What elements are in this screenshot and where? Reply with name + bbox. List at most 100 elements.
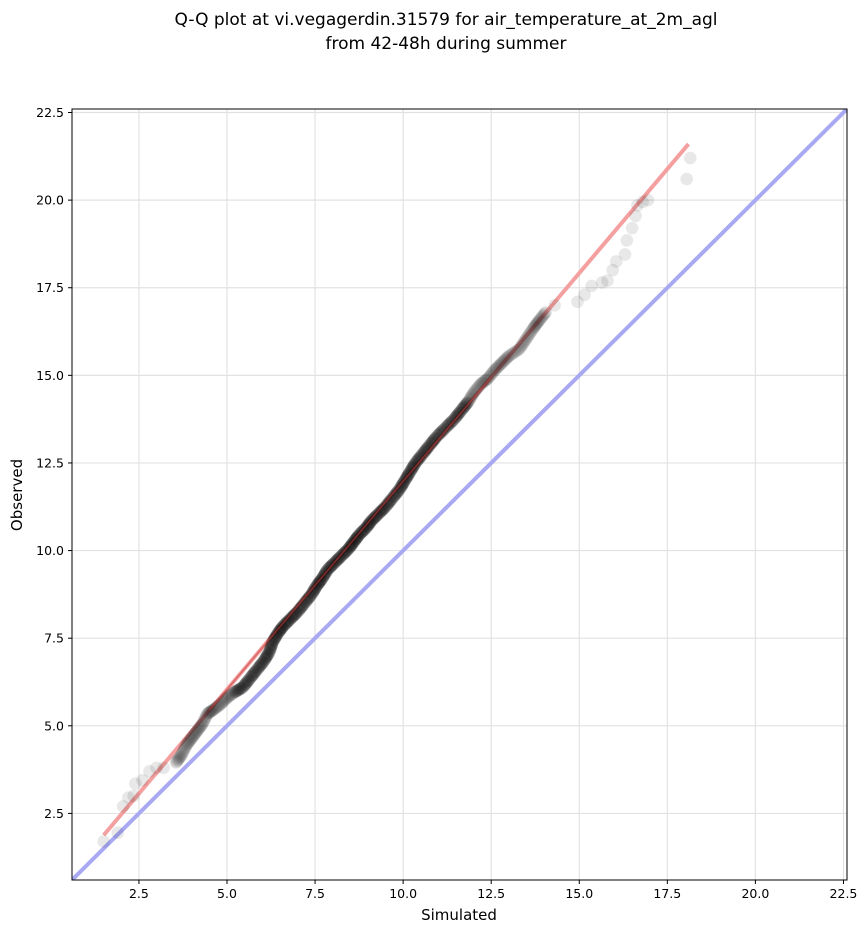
qq-point [256,655,270,669]
qq-point [116,800,130,813]
qq-point [338,546,351,560]
qq-point [528,319,542,333]
qq-point [274,623,287,637]
qq-point [383,495,396,509]
qq-point [237,679,251,693]
qq-point [242,673,256,687]
qq-point [251,662,265,675]
qq-point [122,791,135,804]
qq-point [485,367,499,381]
qq-point [534,312,548,325]
qq-point [497,354,511,368]
qq-point [479,374,492,387]
qq-point [520,332,533,345]
qq-point [407,459,421,472]
qq-point [601,274,614,288]
qq-point [535,310,549,324]
qq-point [483,370,496,383]
qq-point [297,598,310,611]
qq-point [481,372,494,386]
qq-point [478,374,491,388]
qq-point [467,386,480,400]
qq-point [296,599,309,612]
qq-point [181,736,195,750]
qq-point [507,346,520,360]
qq-point [173,751,186,764]
qq-point [457,400,471,413]
qq-point [187,728,201,742]
qq-point [406,460,420,474]
qq-point [495,356,509,370]
qq-point [502,349,516,363]
qq-point [189,726,202,740]
qq-point [306,585,320,599]
qq-point [191,723,205,737]
qq-point [454,404,468,417]
qq-point [517,336,530,350]
qq-point [157,761,170,775]
qq-point [487,365,501,378]
y-tick-label: 2.5 [44,806,64,821]
qq-point [371,508,384,522]
qq-point [180,737,194,751]
qq-point [299,595,312,609]
qq-point [424,437,437,451]
qq-point [221,690,235,704]
qq-point [422,440,435,453]
qq-point [513,342,526,356]
qq-point [358,522,372,536]
qq-point [415,449,428,462]
qq-point [389,487,402,501]
qq-point [523,327,536,341]
qq-point [426,435,439,448]
qq-point [463,392,477,406]
qq-point [498,353,512,367]
y-tick-label: 12.5 [36,455,64,470]
qq-point [271,627,284,641]
qq-point [361,519,374,533]
y-tick-label: 20.0 [36,193,64,208]
qq-point [245,669,259,683]
qq-point [278,618,291,632]
qq-point [223,689,237,702]
qq-point [263,644,277,658]
qq-point [244,670,258,684]
qq-point [410,455,423,469]
qq-point [271,626,285,640]
qq-point [262,647,275,660]
fit-line-core [208,376,492,711]
qq-point [186,730,199,744]
qq-point [303,590,316,604]
qq-point [385,492,398,506]
qq-point [300,594,313,607]
axes-frame [71,108,848,881]
qq-point [374,505,387,519]
qq-point [363,516,377,530]
qq-point [437,422,451,436]
qq-point [231,683,245,697]
qq-point [136,773,149,787]
qq-point [452,406,466,420]
qq-point [470,382,483,396]
qq-point [357,523,371,537]
qq-point [595,276,609,289]
qq-point [578,288,591,302]
qq-point [196,717,209,731]
qq-point [207,702,221,716]
qq-point [255,657,269,670]
qq-point [293,603,306,616]
qq-point [225,687,239,701]
qq-point [525,324,538,338]
qq-point [344,539,358,553]
qq-point [450,409,464,422]
qq-point [494,357,508,371]
x-tick-label: 5.0 [217,886,237,901]
qq-point [636,195,649,209]
qq-point [259,652,272,665]
qq-point [355,525,369,539]
qq-point [414,450,427,464]
qq-point [295,600,308,614]
qq-point [288,608,301,622]
qq-point [394,481,407,495]
qq-point [239,677,253,690]
